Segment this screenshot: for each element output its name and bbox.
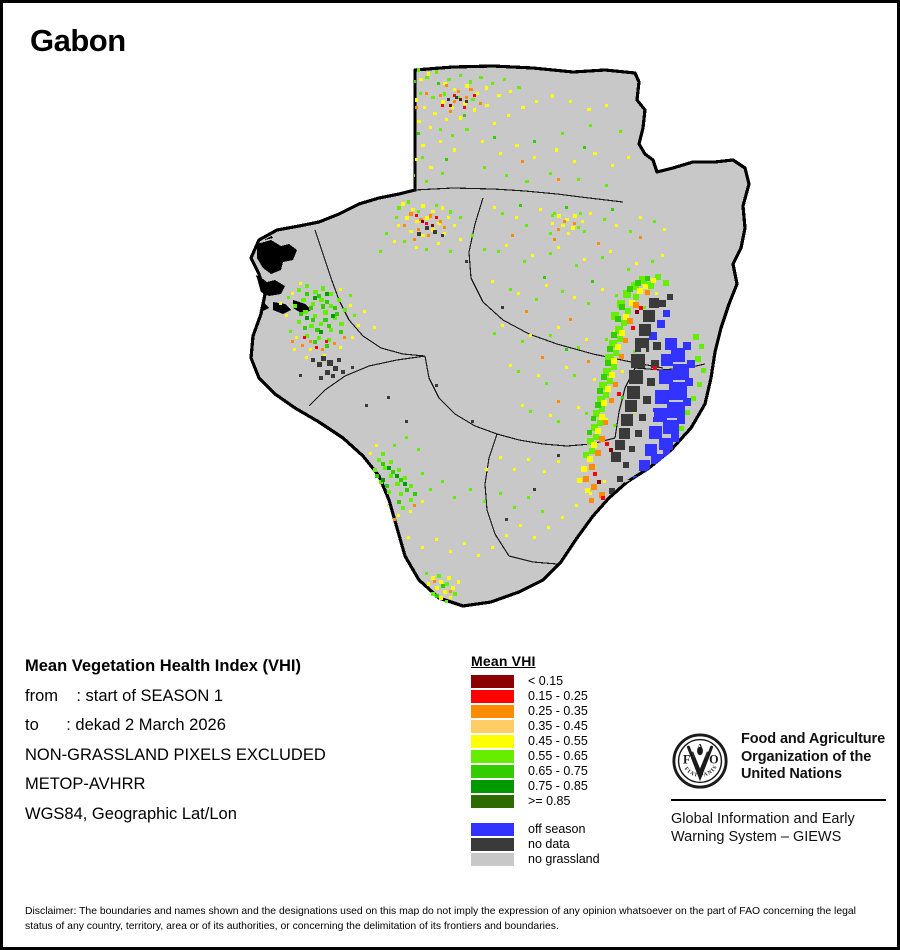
vhi-pixels-central <box>279 282 376 380</box>
legend-class-label: 0.15 - 0.25 <box>528 688 588 703</box>
legend-class-swatch <box>471 749 514 763</box>
legend-status-row: no data <box>471 837 600 851</box>
legend-class-swatch <box>471 734 514 748</box>
legend-class-row: 0.35 - 0.45 <box>471 719 600 733</box>
legend-class-label: >= 0.85 <box>528 793 571 808</box>
map-legend: Mean VHI < 0.15 0.15 - 0.25 0.25 - 0.35 0.3… <box>471 653 600 867</box>
vhi-pixels-east-band <box>577 274 706 532</box>
fao-branding: F A O FIAT PANIS Food and Agriculture Org… <box>671 731 886 846</box>
legend-title: Mean VHI <box>471 653 536 669</box>
svg-text:A: A <box>697 741 704 751</box>
legend-class-list: < 0.15 0.15 - 0.25 0.25 - 0.35 0.35 - 0.45 0… <box>471 674 600 808</box>
legend-class-swatch <box>471 719 514 733</box>
legend-class-swatch <box>471 674 514 688</box>
info-heading: Mean Vegetation Health Index (VHI) <box>25 657 301 675</box>
legend-class-row: 0.25 - 0.35 <box>471 704 600 718</box>
legend-class-label: 0.55 - 0.65 <box>528 748 588 763</box>
info-sensor: METOP-AVHRR <box>25 775 146 793</box>
legend-class-label: 0.35 - 0.45 <box>528 718 588 733</box>
vhi-pixels-nodata-specks <box>299 260 560 521</box>
info-projection: WGS84, Geographic Lat/Lon <box>25 804 237 823</box>
map-graphic <box>153 48 753 648</box>
legend-status-swatch <box>471 837 514 851</box>
fao-org-name: Food and Agriculture Organization of the U… <box>741 731 886 783</box>
legend-class-row: 0.75 - 0.85 <box>471 779 600 793</box>
legend-class-swatch <box>471 779 514 793</box>
legend-status-list: off season no data no grassland <box>471 822 600 866</box>
legend-spacer <box>471 809 600 822</box>
legend-status-swatch <box>471 822 514 836</box>
svg-text:F: F <box>683 752 690 766</box>
legend-class-swatch <box>471 764 514 778</box>
fao-system-name: Global Information and Early Warning Syst… <box>671 811 855 846</box>
page-title: Gabon <box>30 23 126 58</box>
legend-class-label: 0.65 - 0.75 <box>528 763 588 778</box>
fao-divider <box>671 799 886 801</box>
legend-class-swatch <box>471 689 514 703</box>
legend-class-label: < 0.15 <box>528 673 564 688</box>
vhi-pixels-north <box>409 68 630 187</box>
legend-class-row: 0.55 - 0.65 <box>471 749 600 763</box>
fao-logo-icon: F A O FIAT PANIS <box>671 732 729 790</box>
legend-status-swatch <box>471 852 514 866</box>
vhi-pixels-midnorth <box>379 200 486 253</box>
info-exclusion: NON-GRASSLAND PIXELS EXCLUDED <box>25 745 326 764</box>
legend-class-row: 0.65 - 0.75 <box>471 764 600 778</box>
map-info-block: Mean Vegetation Health Index (VHI) from … <box>25 658 326 835</box>
legend-class-swatch <box>471 794 514 808</box>
legend-status-label: no grassland <box>528 851 600 866</box>
vhi-pixels-ne-cluster <box>549 212 586 235</box>
legend-class-label: 0.45 - 0.55 <box>528 733 588 748</box>
legend-class-label: 0.75 - 0.85 <box>528 778 588 793</box>
legend-class-row: >= 0.85 <box>471 794 600 808</box>
disclaimer-text: Disclaimer: The boundaries and names sho… <box>25 906 856 933</box>
legend-class-row: < 0.15 <box>471 674 600 688</box>
svg-text:O: O <box>709 752 718 766</box>
legend-status-label: off season <box>528 821 586 836</box>
legend-class-row: 0.45 - 0.55 <box>471 734 600 748</box>
info-to: to : dekad 2 March 2026 <box>25 716 226 734</box>
vhi-pixels-sw-tip <box>425 572 460 603</box>
legend-status-row: no grassland <box>471 852 600 866</box>
legend-class-row: 0.15 - 0.25 <box>471 689 600 703</box>
legend-status-row: off season <box>471 822 600 836</box>
legend-class-swatch <box>471 704 514 718</box>
info-from: from : start of SEASON 1 <box>25 686 224 705</box>
legend-class-label: 0.25 - 0.35 <box>528 703 588 718</box>
legend-status-label: no data <box>528 836 570 851</box>
